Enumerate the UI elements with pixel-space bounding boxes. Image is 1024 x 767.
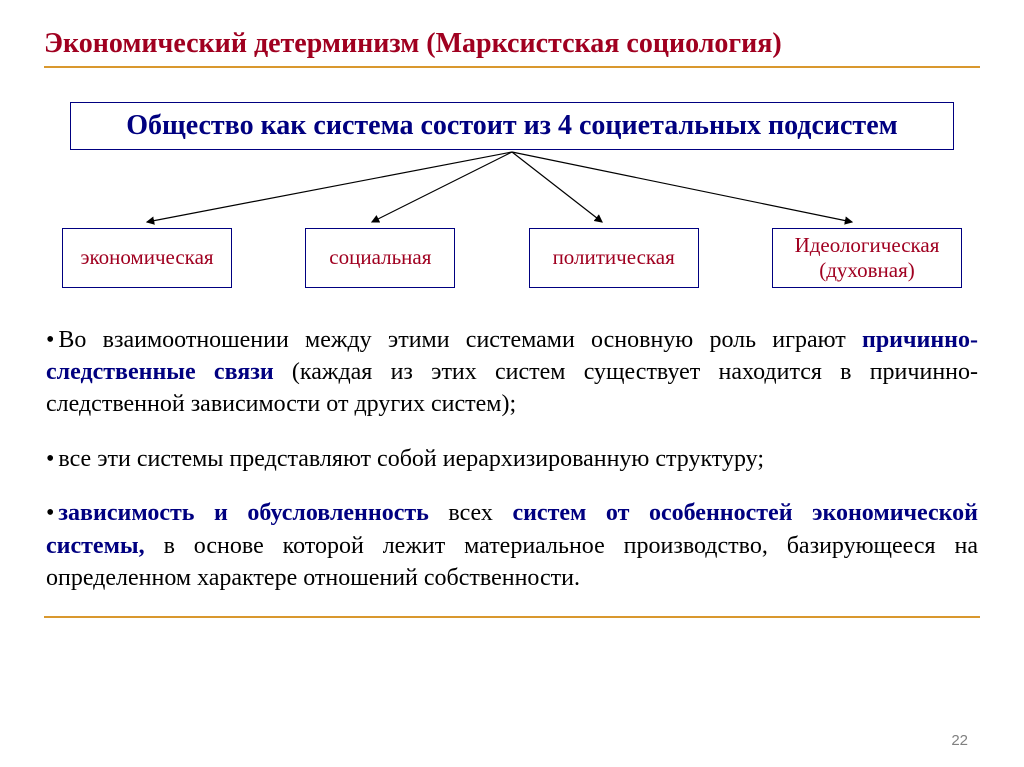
- page-title: Экономический детерминизм (Марксистская …: [44, 28, 980, 60]
- subsystems-row: экономическая социальная политическая Идеол…: [44, 228, 980, 288]
- subsystem-box: социальная: [305, 228, 455, 288]
- bullet-item: все эти системы представляют собой иерар…: [46, 443, 978, 475]
- tree-arrows: [52, 150, 972, 228]
- subsystem-label: Идеологическая (духовная): [781, 233, 953, 283]
- bullet-text-span: все эти системы представляют собой иерар…: [58, 446, 764, 472]
- subsystem-label: социальная: [329, 245, 431, 270]
- subsystem-label: политическая: [553, 245, 675, 270]
- subsystem-box: политическая: [529, 228, 699, 288]
- bullet-text-span: в основе которой лежит материальное прои…: [46, 533, 978, 591]
- subsystem-label: экономическая: [80, 245, 213, 270]
- bullet-text-span: Во взаимоотношении между этими системами…: [58, 327, 862, 353]
- bullet-text-span: всех: [429, 500, 513, 526]
- bullet-list: Во взаимоотношении между этими системами…: [44, 324, 980, 595]
- title-rule: Экономический детерминизм (Марксистская …: [44, 28, 980, 68]
- subtitle-text: Общество как система состоит из 4 социет…: [126, 110, 897, 141]
- bullet-item: зависимость и обусловленность всех систе…: [46, 497, 978, 594]
- page-number: 22: [951, 732, 968, 749]
- subsystem-box: экономическая: [62, 228, 232, 288]
- bullet-text-span: зависимость и обусловленность: [58, 500, 428, 526]
- subtitle-box: Общество как система состоит из 4 социет…: [70, 102, 954, 150]
- subsystem-box: Идеологическая (духовная): [772, 228, 962, 288]
- bottom-rule: [44, 616, 980, 618]
- bullet-item: Во взаимоотношении между этими системами…: [46, 324, 978, 421]
